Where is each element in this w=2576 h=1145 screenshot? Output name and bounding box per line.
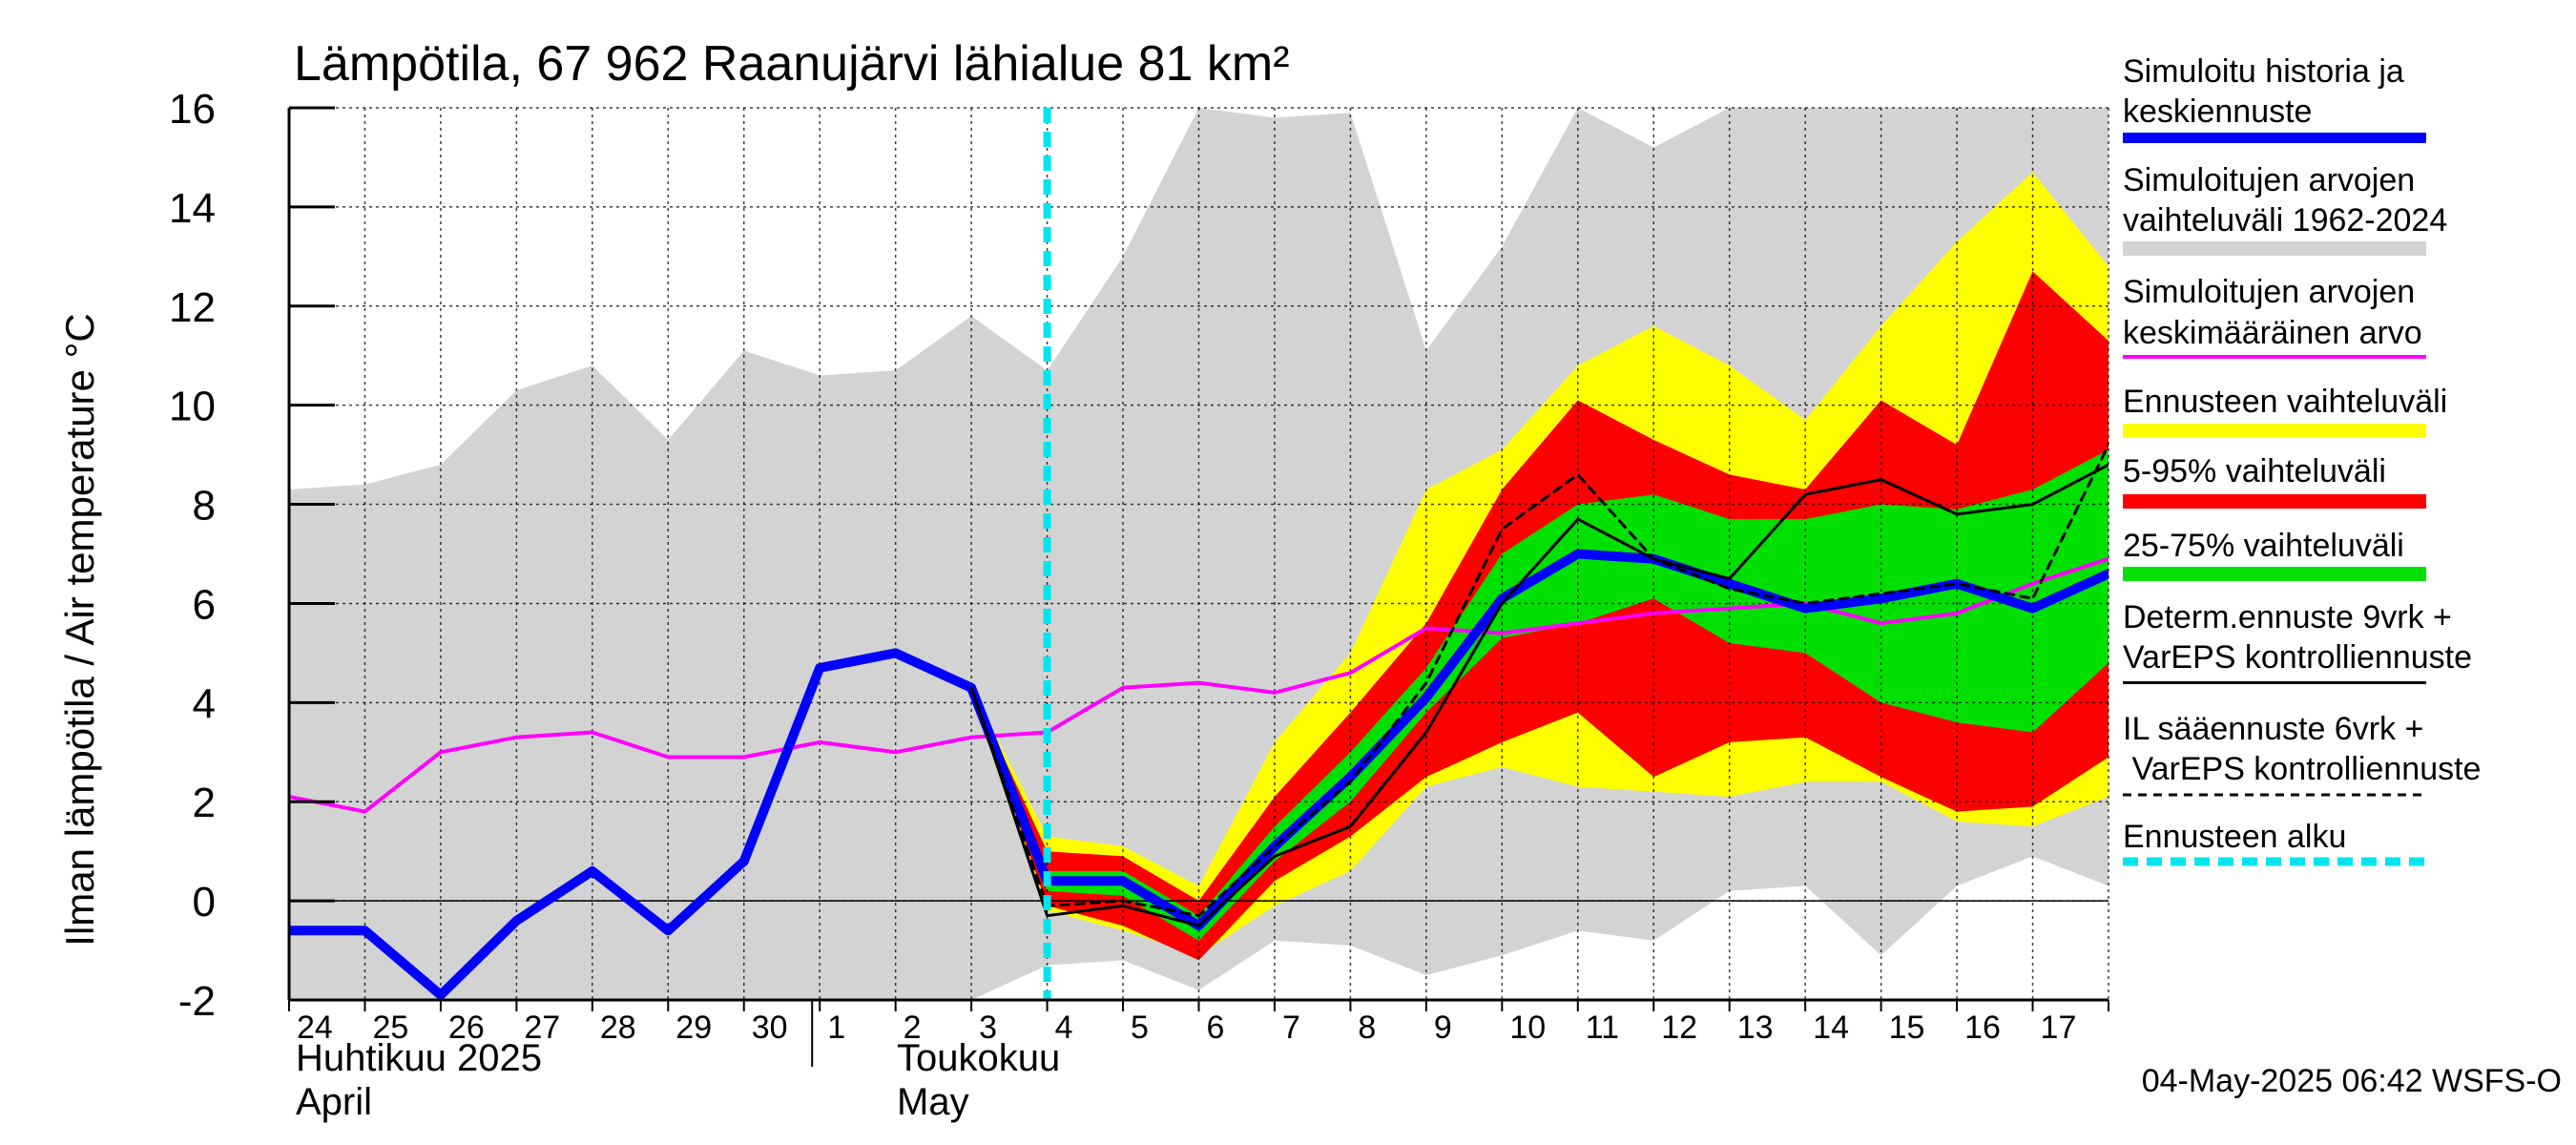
- y-tick-label: 2: [193, 780, 216, 826]
- series-line-il-saaennuste-6vrk-vareps-kontrolliennuste: [969, 443, 2109, 918]
- timestamp: 04-May-2025 06:42 WSFS-O: [2142, 1063, 2562, 1099]
- month-label-april-en: April: [296, 1081, 372, 1123]
- legend-ennuste-text: Ennusteen vaihteluväli: [2123, 384, 2447, 420]
- legend-vaihteluvali-swatch: [2123, 241, 2426, 256]
- y-tick-label: 14: [169, 185, 216, 232]
- x-tick-label: 29: [675, 1010, 712, 1046]
- y-tick-label: 16: [169, 86, 216, 133]
- x-tick-label: 16: [1964, 1010, 2001, 1046]
- grid-layer: [288, 107, 2109, 1001]
- y-tick-label: 12: [169, 284, 216, 331]
- y-tick-label: 4: [193, 680, 216, 727]
- x-tick-label: 9: [1434, 1010, 1452, 1046]
- legend-keskiarvo-text-1: Simuloitujen arvojen: [2123, 274, 2415, 310]
- x-tick-label: 1: [827, 1010, 845, 1046]
- legend-ennuste-swatch: [2123, 424, 2426, 438]
- x-tick-label: 10: [1509, 1010, 1546, 1046]
- legend-p25-75-text: 25-75% vaihteluväli: [2123, 528, 2404, 564]
- series-lines-layer: [289, 108, 2109, 1000]
- legend-determ-text-1: Determ.ennuste 9vrk +: [2123, 599, 2452, 635]
- legend-p5-95-text: 5-95% vaihteluväli: [2123, 453, 2386, 489]
- y-tick-label: 10: [169, 384, 216, 430]
- legend: Simuloitu historia ja keskiennuste Simul…: [2123, 53, 2481, 866]
- legend-keskiarvo-text-2: keskimääräinen arvo: [2123, 315, 2422, 351]
- legend-alku-text: Ennusteen alku: [2123, 819, 2346, 855]
- x-tick-label: 30: [752, 1010, 788, 1046]
- y-axis-label: Ilman lämpötila / Air temperature °C: [57, 313, 102, 946]
- legend-determ-swatch: [2123, 681, 2426, 684]
- legend-vaihteluvali-text-1: Simuloitujen arvojen: [2123, 162, 2415, 198]
- y-tick-label: -2: [178, 978, 216, 1025]
- x-tick-label: 15: [1889, 1010, 1925, 1046]
- x-tick-label: 5: [1131, 1010, 1149, 1046]
- y-tick-label: 8: [193, 483, 216, 530]
- legend-keskiarvo-swatch: [2123, 355, 2426, 359]
- x-tick-label: 12: [1661, 1010, 1697, 1046]
- legend-historia-text-1: Simuloitu historia ja: [2123, 53, 2404, 90]
- x-tick-label: 28: [600, 1010, 636, 1046]
- x-tick-label: 2: [904, 1010, 922, 1046]
- month-label-april-fi: Huhtikuu 2025: [296, 1037, 542, 1079]
- x-tick-label: 11: [1586, 1010, 1619, 1046]
- legend-determ-text-2: VarEPS kontrolliennuste: [2123, 639, 2472, 676]
- x-tick-label: 26: [448, 1010, 485, 1046]
- x-tick-label: 24: [297, 1010, 333, 1046]
- x-tick-label: 8: [1358, 1010, 1376, 1046]
- month-label-may-en: May: [897, 1081, 969, 1123]
- legend-p25-75-swatch: [2123, 567, 2426, 581]
- legend-historia-swatch: [2123, 133, 2426, 143]
- series-line-determ-ennuste-9vrk-vareps-kontrolliennuste: [969, 463, 2109, 927]
- legend-historia-text-2: keskiennuste: [2123, 94, 2312, 130]
- legend-il-text-2: VarEPS kontrolliennuste: [2123, 751, 2481, 787]
- legend-vaihteluvali-text-2: vaihteluväli 1962-2024: [2123, 202, 2447, 239]
- x-tick-label: 4: [1055, 1010, 1073, 1046]
- x-tick-label: 7: [1282, 1010, 1300, 1046]
- chart-title: Lämpötila, 67 962 Raanujärvi lähialue 81…: [294, 36, 1290, 92]
- x-tick-label: 6: [1207, 1010, 1225, 1046]
- band-25-75-vaihteluvali: [971, 449, 2109, 941]
- legend-p5-95-swatch: [2123, 494, 2426, 509]
- legend-il-text-1: IL sääennuste 6vrk +: [2123, 711, 2423, 747]
- x-tick-label: 3: [979, 1010, 997, 1046]
- y-tick-label: 6: [193, 581, 216, 628]
- x-tick-label: 25: [372, 1010, 408, 1046]
- x-tick-label: 27: [524, 1010, 560, 1046]
- y-tick-label: 0: [193, 879, 216, 926]
- month-label-may-fi: Toukokuu: [897, 1037, 1060, 1079]
- x-tick-label: 13: [1737, 1010, 1774, 1046]
- x-tick-label: 14: [1813, 1010, 1849, 1046]
- x-tick-label: 17: [2041, 1010, 2077, 1046]
